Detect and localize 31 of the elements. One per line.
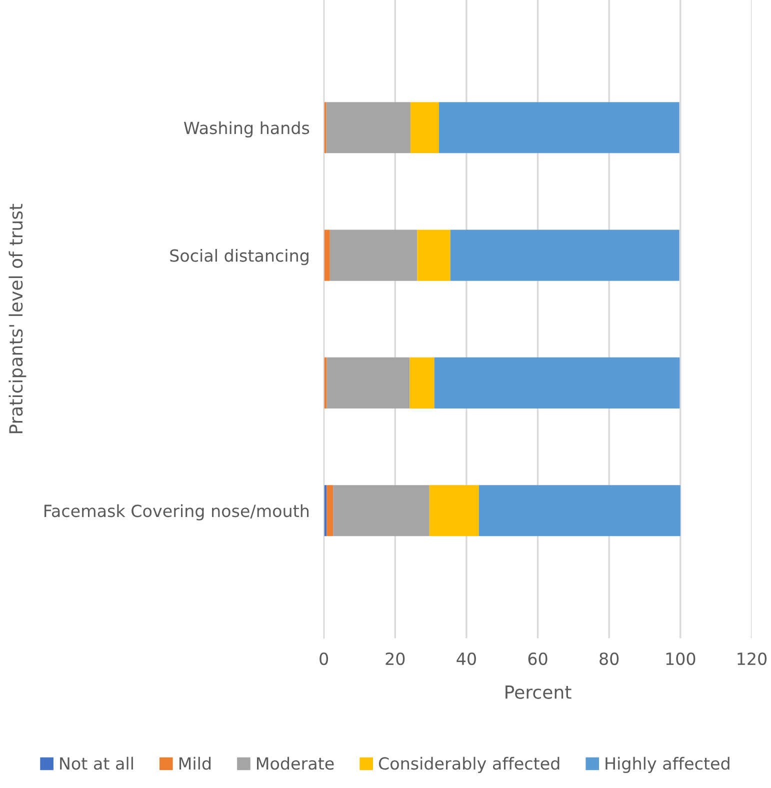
- x-tick-label: 20: [386, 652, 405, 666]
- legend-label: Considerably affected: [378, 756, 560, 773]
- bar: [324, 230, 330, 281]
- y-tick-label: Washing hands: [184, 121, 310, 138]
- x-tick-label: 120: [738, 652, 767, 666]
- bar: [333, 485, 430, 536]
- x-tick-label: 100: [666, 652, 696, 666]
- bar: [326, 485, 334, 536]
- x-axis-title: Percent: [506, 686, 572, 699]
- y-tick-label: Social distancing: [170, 248, 308, 266]
- bar: [450, 230, 680, 281]
- legend-label: Mild: [179, 756, 211, 770]
- x-tick-label: 0: [320, 652, 328, 666]
- bar: [417, 230, 450, 281]
- bar: [410, 357, 434, 408]
- legend-label: Highly affected: [606, 756, 730, 773]
- bar: [429, 485, 479, 536]
- bar: [410, 102, 439, 154]
- x-tick-label: 80: [600, 652, 619, 666]
- bar: [478, 485, 680, 536]
- bar: [439, 102, 680, 154]
- legend-label: Moderate: [257, 756, 334, 770]
- x-tick-label: 40: [456, 652, 476, 666]
- x-tick-label: 60: [528, 652, 548, 666]
- bar: [326, 102, 410, 154]
- y-axis-title: Praticipants' level of trust: [8, 204, 26, 434]
- bar: [330, 230, 418, 281]
- bar: [434, 357, 680, 408]
- bar: [326, 357, 410, 408]
- y-tick-label: Facemask Covering nose/mouth: [44, 504, 309, 520]
- legend-label: Not at all: [60, 756, 133, 770]
